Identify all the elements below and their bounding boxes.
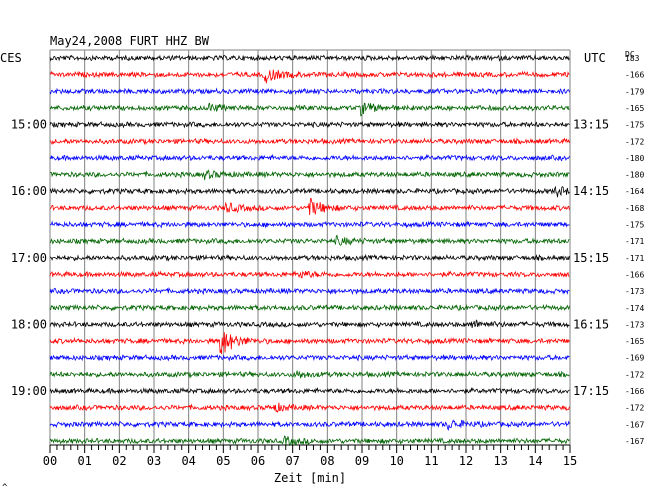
left-time-label: 16:00 <box>11 184 47 198</box>
left-time-label: 17:00 <box>11 251 47 265</box>
trace-row-0 <box>49 54 570 62</box>
right-axis-label: UTC <box>584 51 606 65</box>
trace-row-22 <box>49 419 570 432</box>
trace-row-19 <box>49 370 570 379</box>
trace-row-6 <box>49 153 570 162</box>
dc-offset-label: -164 <box>625 187 644 196</box>
trace-row-13 <box>49 270 570 279</box>
dc-label: DC <box>625 50 635 59</box>
dc-offset-label: -166 <box>625 270 644 279</box>
x-tick-label: 15 <box>563 454 577 468</box>
dc-offset-label: -171 <box>625 254 644 263</box>
dc-offset-label: -166 <box>625 387 644 396</box>
right-time-label: 17:15 <box>573 384 609 398</box>
x-tick-label: 02 <box>112 454 126 468</box>
dc-offset-label: -171 <box>625 237 644 246</box>
x-tick-label: 00 <box>43 454 57 468</box>
trace-row-3 <box>49 102 570 117</box>
trace-row-12 <box>50 253 570 262</box>
x-tick-label: 12 <box>459 454 473 468</box>
trace-row-20 <box>49 386 570 395</box>
traces <box>49 54 570 447</box>
dc-offset-label: -180 <box>625 154 644 163</box>
dc-offset-label: -179 <box>625 87 644 96</box>
dc-offset-label: -173 <box>625 320 644 329</box>
dc-offset-label: -172 <box>625 404 644 413</box>
dc-offset-label: -166 <box>625 71 644 80</box>
trace-row-10 <box>49 220 570 229</box>
left-time-label: 19:00 <box>11 384 47 398</box>
x-tick-label: 05 <box>216 454 230 468</box>
x-axis-label: Zeit [min] <box>274 471 346 485</box>
trace-row-7 <box>49 169 570 181</box>
dc-offset-label: -167 <box>625 437 644 446</box>
left-time-label: 15:00 <box>11 118 47 132</box>
trace-row-17 <box>49 332 570 355</box>
dc-offset-label: -169 <box>625 354 644 363</box>
left-time-label: 18:00 <box>11 317 47 331</box>
dc-offset-label: -175 <box>625 121 644 130</box>
trace-row-23 <box>49 435 570 447</box>
x-tick-label: 03 <box>147 454 161 468</box>
left-axis-label: CES <box>0 51 22 65</box>
dc-offset-label: -172 <box>625 137 644 146</box>
dc-offset-label: -172 <box>625 370 644 379</box>
trace-row-5 <box>49 137 570 146</box>
x-tick-label: 13 <box>493 454 507 468</box>
trace-row-8 <box>49 185 570 198</box>
dc-offset-label: -174 <box>625 304 644 313</box>
grid <box>49 49 571 446</box>
dc-offset-label: -175 <box>625 221 644 230</box>
right-time-label: 15:15 <box>573 251 609 265</box>
x-tick-label: 06 <box>251 454 265 468</box>
dc-offset-label: -167 <box>625 420 644 429</box>
x-tick-label: 11 <box>424 454 438 468</box>
footer-mark: ^ <box>2 483 8 493</box>
trace-row-4 <box>49 120 570 129</box>
x-tick-label: 09 <box>355 454 369 468</box>
x-tick-label: 01 <box>77 454 91 468</box>
x-tick-label: 10 <box>389 454 403 468</box>
chart-title: May24,2008 FURT HHZ BW <box>50 34 210 48</box>
trace-row-15 <box>49 303 570 312</box>
dc-offset-label: -168 <box>625 204 644 213</box>
dc-offset-label: 183 <box>625 54 640 63</box>
dc-offset-label: -180 <box>625 171 644 180</box>
x-axis: 00 01 02 03 04 05 06 07 08 09 10 11 12 13 14 15 <box>43 445 577 468</box>
trace-row-1 <box>49 69 570 84</box>
time-labels: 15:00 16:00 17:00 18:00 19:00 13:15 14:15 15:15… <box>11 54 645 446</box>
x-tick-label: 08 <box>320 454 334 468</box>
right-time-label: 14:15 <box>573 184 609 198</box>
dc-offset-label: -173 <box>625 287 644 296</box>
x-tick-label: 07 <box>285 454 299 468</box>
right-time-label: 13:15 <box>573 118 609 132</box>
trace-row-21 <box>49 402 570 413</box>
trace-row-9 <box>49 197 570 216</box>
right-time-label: 16:15 <box>573 317 609 331</box>
dc-offset-label: -165 <box>625 104 644 113</box>
trace-row-11 <box>49 234 570 246</box>
dc-offset-label: -165 <box>625 337 644 346</box>
trace-row-14 <box>49 286 570 296</box>
x-tick-label: 14 <box>528 454 542 468</box>
trace-row-16 <box>49 319 570 329</box>
trace-row-2 <box>49 87 570 96</box>
trace-row-18 <box>49 353 570 362</box>
x-tick-label: 04 <box>181 454 195 468</box>
